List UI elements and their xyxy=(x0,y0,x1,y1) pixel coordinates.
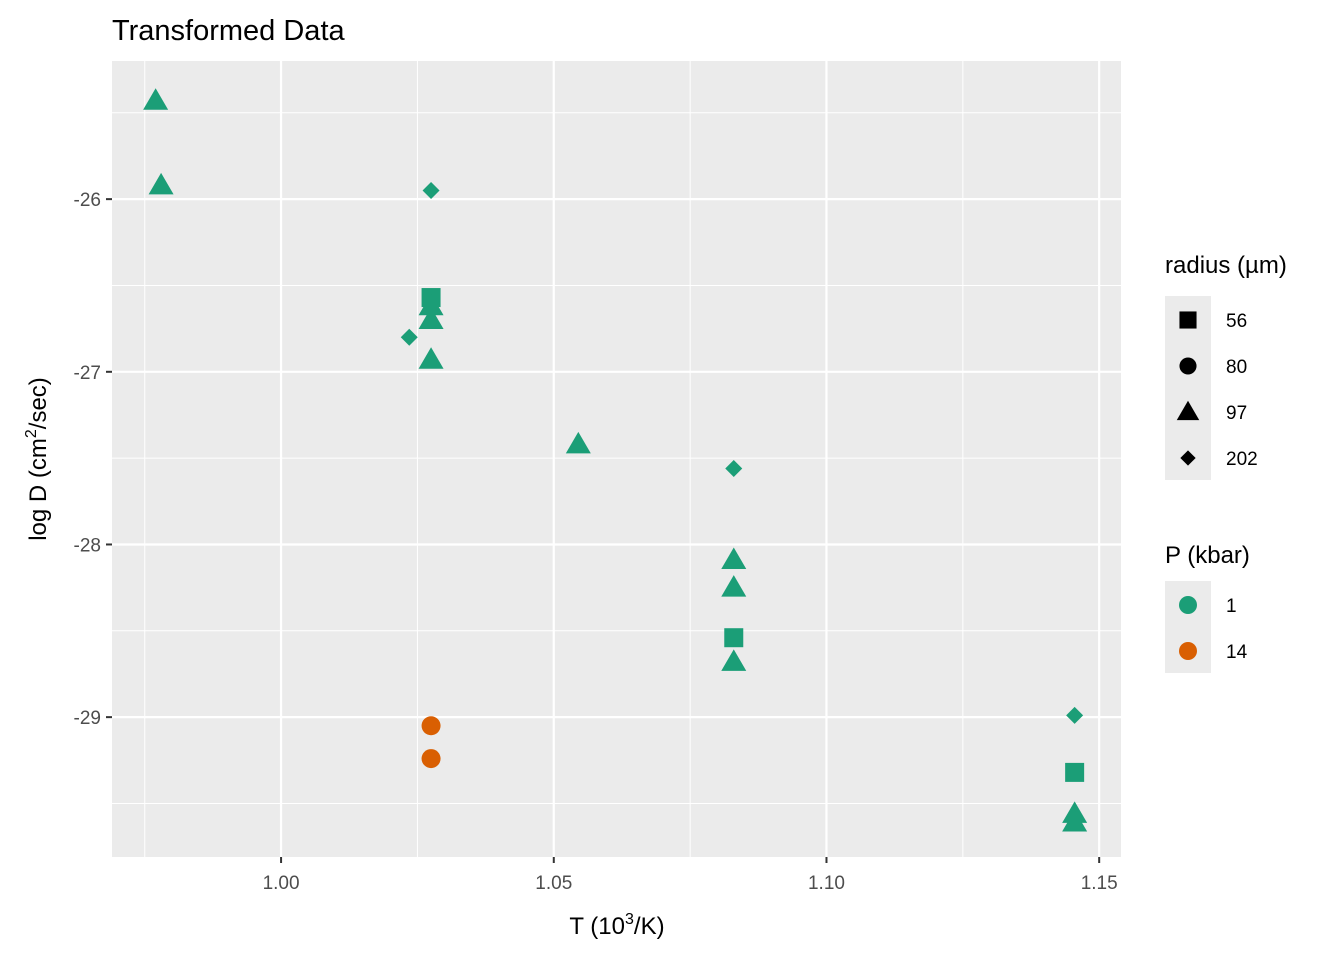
legend-radius: radius (µm) 56 80 97 202 xyxy=(1165,252,1287,480)
data-point xyxy=(1062,809,1088,832)
data-point xyxy=(724,628,744,648)
x-tick-label: 1.05 xyxy=(535,873,572,894)
x-axis-title: T (103/K) xyxy=(569,911,664,940)
x-axis-title-text: T (10 xyxy=(569,913,625,940)
data-point xyxy=(422,182,440,200)
legend-radius-key xyxy=(1179,357,1197,375)
y-axis-title: log D (cm2/sec) xyxy=(23,377,52,541)
data-point xyxy=(565,431,591,454)
y-axis-title-superscript: 2 xyxy=(23,429,40,438)
legend-pressure-label: 1 xyxy=(1226,596,1237,617)
y-axis-ticks: -29 -28 -27 -26 xyxy=(74,190,112,729)
y-axis-title-unit: /sec) xyxy=(25,377,52,429)
data-point xyxy=(400,328,418,346)
legend-radius-label: 56 xyxy=(1226,311,1247,332)
plot-background xyxy=(112,61,1121,857)
x-tick-label: 1.00 xyxy=(263,873,300,894)
legend-pressure-label: 14 xyxy=(1226,642,1248,663)
legend-radius-label: 97 xyxy=(1226,403,1247,424)
legend-radius-key xyxy=(1176,400,1200,421)
legend-radius-key xyxy=(1179,311,1197,329)
data-point xyxy=(148,172,174,195)
legend-radius-label: 202 xyxy=(1226,449,1258,470)
y-tick-label: -26 xyxy=(74,190,101,211)
y-tick-label: -28 xyxy=(74,535,101,556)
legend-pressure-title: P (kbar) xyxy=(1165,542,1250,569)
legend-radius-key xyxy=(1180,450,1196,466)
data-point xyxy=(721,547,747,570)
data-point xyxy=(421,716,441,736)
data-point xyxy=(143,88,169,110)
data-point xyxy=(1065,762,1085,782)
plot-panel xyxy=(112,61,1121,857)
data-point xyxy=(721,575,747,597)
legend-pressure: P (kbar) 1 14 xyxy=(1165,542,1250,673)
data-points xyxy=(143,88,1088,832)
legend-radius-title: radius (µm) xyxy=(1165,252,1287,279)
data-point xyxy=(721,649,747,671)
y-tick-label: -29 xyxy=(74,708,101,729)
chart-title: Transformed Data xyxy=(112,15,345,47)
data-point xyxy=(418,293,444,316)
data-point xyxy=(418,307,444,330)
data-point xyxy=(421,749,441,769)
legend-radius-label: 80 xyxy=(1226,357,1247,378)
data-point xyxy=(418,347,444,369)
x-tick-label: 1.15 xyxy=(1081,873,1118,894)
y-axis-title-text: log D (cm xyxy=(25,438,52,541)
data-point xyxy=(1066,706,1084,724)
x-axis-title-unit: /K) xyxy=(634,913,665,940)
legend-pressure-key xyxy=(1179,596,1197,614)
x-axis-title-superscript: 3 xyxy=(625,911,634,928)
x-axis-ticks: 1.00 1.05 1.10 1.15 xyxy=(263,857,1118,894)
legend-pressure-key xyxy=(1179,642,1197,660)
data-point xyxy=(725,459,743,477)
y-tick-label: -27 xyxy=(74,363,101,384)
x-tick-label: 1.10 xyxy=(808,873,845,894)
